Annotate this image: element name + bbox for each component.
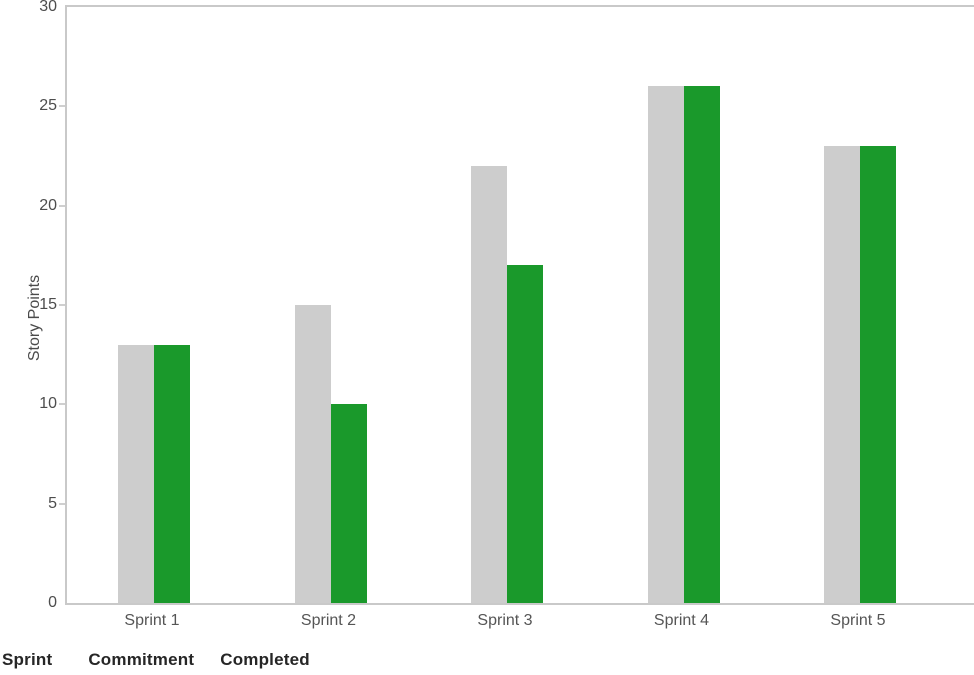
- y-tick-label: 20: [39, 196, 57, 214]
- table-header-row: Sprint Commitment Completed: [2, 650, 310, 670]
- bar-completed: [860, 146, 896, 603]
- y-tick-label: 10: [39, 395, 57, 413]
- column-header-commitment: Commitment: [88, 650, 195, 669]
- column-header-sprint: Sprint: [2, 650, 53, 669]
- x-tick-label: Sprint 2: [300, 612, 357, 629]
- x-tick-label: Sprint 1: [124, 612, 180, 629]
- bar-group-sprint-1: [118, 345, 190, 603]
- bar-commitment: [824, 146, 860, 603]
- bar-group-sprint-2: [294, 305, 367, 603]
- column-header-completed: Completed: [220, 650, 310, 669]
- y-tick-label: 5: [48, 494, 57, 512]
- y-tick-mark: [59, 105, 65, 108]
- y-tick-label: 25: [39, 97, 57, 115]
- bar-group-sprint-4: [647, 86, 720, 603]
- x-tick-label: Sprint 5: [830, 612, 886, 629]
- bar-commitment: [294, 305, 331, 603]
- y-tick-label: 30: [39, 0, 57, 15]
- y-tick-mark: [59, 304, 65, 306]
- y-tick-mark: [59, 204, 65, 207]
- bar-completed: [154, 345, 190, 603]
- y-tick-mark: [59, 403, 65, 406]
- y-tick-mark: [59, 502, 65, 505]
- y-axis-title: Story Points: [26, 274, 43, 362]
- y-tick-label: 0: [48, 594, 57, 611]
- bar-group-sprint-5: [824, 146, 896, 603]
- x-tick-label: Sprint 3: [477, 612, 533, 629]
- bar-commitment: [471, 166, 507, 603]
- bar-group-sprint-3: [471, 166, 543, 603]
- bar-completed: [507, 265, 543, 603]
- bar-commitment: [647, 86, 684, 603]
- x-tick-label: Sprint 4: [653, 612, 710, 629]
- bar-completed: [683, 86, 720, 603]
- bar-completed: [330, 404, 367, 603]
- bar-commitment: [118, 345, 154, 603]
- plot-area: [65, 5, 974, 605]
- y-tick-label: 15: [39, 296, 57, 313]
